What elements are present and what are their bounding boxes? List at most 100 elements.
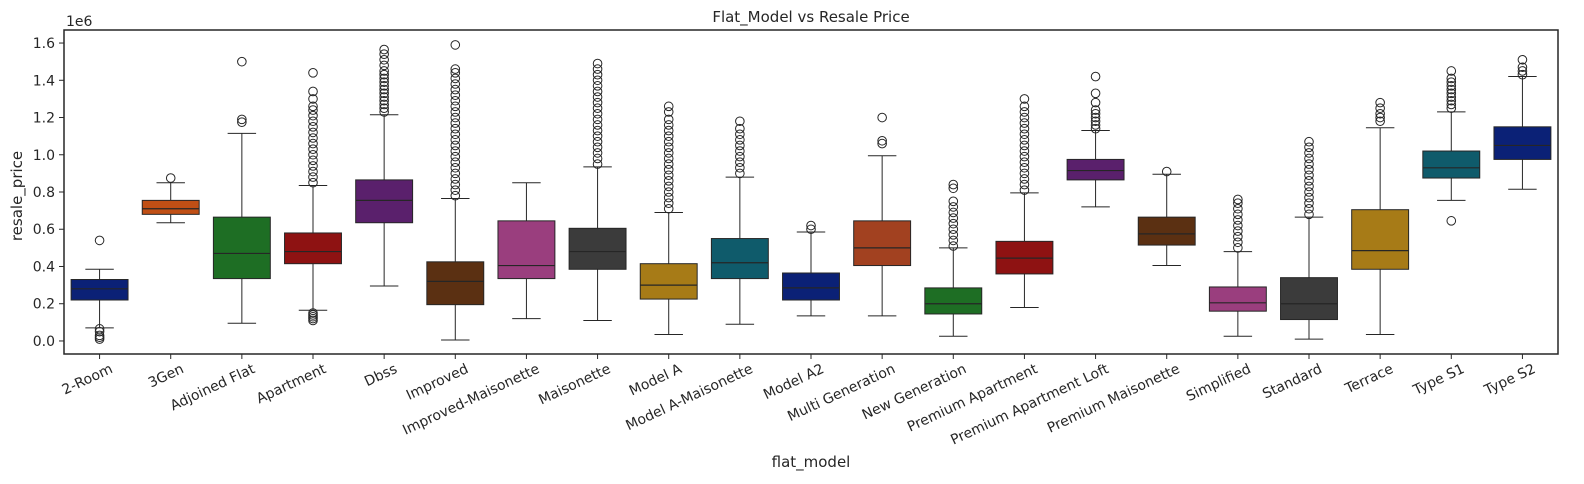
box xyxy=(1351,209,1410,270)
x-tick-label: 3Gen xyxy=(146,361,187,391)
outlier-point xyxy=(1019,174,1030,184)
x-tick-label: Improved-Maisonette xyxy=(400,361,542,438)
outlier-point xyxy=(663,101,674,112)
box-type-s1: Type S1 xyxy=(1410,66,1481,399)
outlier-point xyxy=(948,230,959,240)
outlier-point xyxy=(948,196,959,207)
outlier-point xyxy=(735,123,745,134)
outlier-point xyxy=(1375,97,1385,108)
outlier-point xyxy=(308,155,318,166)
outlier-point xyxy=(1446,216,1457,226)
outlier-point xyxy=(1517,69,1528,80)
y-tick-label: 1.2 xyxy=(33,111,55,127)
outlier-point xyxy=(1446,84,1457,95)
outlier-point xyxy=(379,81,389,91)
outlier-point xyxy=(450,140,461,151)
outlier-point xyxy=(1019,185,1030,195)
x-tick-label: Apartment xyxy=(254,361,329,407)
y-tick-label: 1.4 xyxy=(33,73,55,89)
chart-title: Flat_Model vs Resale Price xyxy=(712,8,909,27)
outlier-point xyxy=(1161,166,1172,177)
outlier-point xyxy=(948,224,959,235)
outlier-point xyxy=(308,149,318,160)
box xyxy=(782,272,840,301)
outlier-point xyxy=(1446,95,1457,106)
outlier-point xyxy=(663,176,674,186)
outlier-point xyxy=(592,125,603,136)
outlier-point xyxy=(94,326,105,337)
box-3gen: 3Gen xyxy=(141,173,200,391)
outlier-point xyxy=(592,153,603,164)
outlier-point xyxy=(592,131,603,141)
outlier-point xyxy=(165,173,176,183)
outlier-point xyxy=(379,66,389,76)
outlier-point xyxy=(379,107,389,117)
box xyxy=(924,287,983,315)
box xyxy=(639,263,698,300)
outlier-point xyxy=(1019,112,1030,123)
y-tick-label: 0.6 xyxy=(33,222,55,238)
box-new-generation: New Generation xyxy=(860,179,983,423)
outlier-point xyxy=(1304,198,1314,208)
outlier-point xyxy=(592,159,603,169)
outlier-point xyxy=(450,40,461,50)
outlier-point xyxy=(450,101,461,112)
outlier-point xyxy=(1090,97,1101,108)
outlier-point xyxy=(1233,231,1243,242)
outlier-point xyxy=(379,73,389,84)
outlier-point xyxy=(663,136,674,147)
y-tick-label: 0.0 xyxy=(33,334,55,350)
outlier-point xyxy=(877,138,887,149)
outlier-point xyxy=(735,140,745,151)
outlier-point xyxy=(379,95,389,106)
box xyxy=(70,279,129,301)
outlier-point xyxy=(237,56,247,67)
outlier-point xyxy=(379,69,389,80)
box xyxy=(1066,158,1125,181)
outlier-point xyxy=(1233,194,1243,205)
plot-area: 0.0 0.2 0.4 0.6 0.8 1.0 1.2 1.4 1.6 2-Room 3GenAdj… xyxy=(33,36,1552,448)
box-terrace: Terrace xyxy=(1342,97,1410,398)
box xyxy=(212,216,271,280)
plot-frame xyxy=(63,29,1559,355)
x-tick-label: Simplified xyxy=(1184,361,1254,405)
outlier-point xyxy=(450,73,461,84)
outlier-point xyxy=(592,142,603,153)
outlier-point xyxy=(592,114,603,125)
box-2-room: 2-Room xyxy=(60,235,129,398)
outlier-point xyxy=(948,241,959,251)
outlier-point xyxy=(1517,66,1528,76)
outlier-point xyxy=(1304,136,1314,147)
outlier-point xyxy=(1233,203,1243,214)
outlier-point xyxy=(379,49,389,60)
outlier-point xyxy=(1304,142,1314,153)
x-axis-label: flat_model xyxy=(772,453,851,472)
outlier-point xyxy=(308,94,318,104)
outlier-point xyxy=(663,198,674,208)
outlier-point xyxy=(592,108,603,119)
outlier-point xyxy=(663,153,674,164)
outlier-point xyxy=(1446,81,1457,91)
outlier-point xyxy=(94,334,105,344)
outlier-point xyxy=(1090,123,1101,134)
outlier-point xyxy=(1304,203,1314,214)
outlier-point xyxy=(379,44,389,55)
outlier-point xyxy=(1019,157,1030,168)
outlier-point xyxy=(450,84,461,95)
box-improved-maisonette: Improved-Maisonette xyxy=(400,182,556,439)
outlier-point xyxy=(663,192,674,203)
outlier-point xyxy=(1019,146,1030,156)
outlier-point xyxy=(450,157,461,168)
outlier-point xyxy=(948,207,959,218)
outlier-point xyxy=(450,118,461,128)
outlier-point xyxy=(450,179,461,190)
outlier-point xyxy=(308,133,318,143)
x-tick-label: Model A-Maisonette xyxy=(623,361,755,434)
outlier-point xyxy=(1090,71,1101,82)
outlier-point xyxy=(1446,73,1457,84)
outlier-point xyxy=(1304,159,1314,169)
outlier-point xyxy=(735,157,745,168)
box xyxy=(710,238,769,280)
outlier-point xyxy=(1090,120,1101,130)
